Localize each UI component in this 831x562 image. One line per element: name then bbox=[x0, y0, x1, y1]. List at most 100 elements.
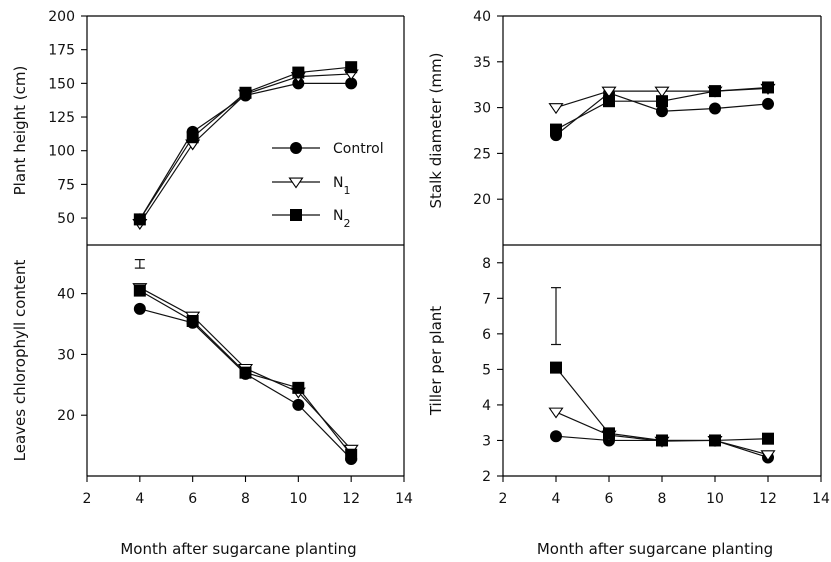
marker-triangle bbox=[601, 86, 617, 98]
marker-square bbox=[290, 209, 302, 221]
marker-triangle bbox=[548, 103, 564, 115]
y-tick-label: 7 bbox=[482, 291, 491, 307]
y-tick-label: 2 bbox=[482, 469, 491, 485]
x-tick-label: 2 bbox=[83, 491, 92, 507]
marker-circle bbox=[133, 302, 146, 315]
x-tick-label: 12 bbox=[759, 491, 777, 507]
x-tick-label: 4 bbox=[135, 491, 144, 507]
marker-square bbox=[133, 213, 146, 226]
series-line bbox=[139, 308, 352, 460]
series-line bbox=[555, 367, 769, 442]
series-line bbox=[555, 411, 769, 456]
legend-label: N1 bbox=[333, 175, 350, 197]
x-tick-label: 10 bbox=[706, 491, 724, 507]
y-tick-label: 20 bbox=[57, 408, 75, 424]
y-tick-label: 30 bbox=[473, 101, 491, 117]
marker-square bbox=[345, 448, 358, 461]
marker-square bbox=[239, 86, 252, 99]
marker-square bbox=[656, 95, 668, 108]
y-tick-label: 6 bbox=[482, 327, 491, 343]
legend-entry: N2 bbox=[272, 208, 350, 230]
y-tick-label: 5 bbox=[482, 362, 491, 378]
marker-circle bbox=[292, 398, 305, 411]
marker-square bbox=[292, 66, 305, 79]
marker-triangle bbox=[654, 86, 670, 98]
x-tick-label: 2 bbox=[499, 491, 508, 507]
chart-panel-bottom-left: 20 30 40 2 4 6 8 10 12 14 Leaves chlorophyll conte… bbox=[11, 245, 413, 558]
marker-square bbox=[345, 61, 358, 74]
marker-triangle bbox=[760, 450, 776, 462]
x-tick-label: 4 bbox=[552, 491, 561, 507]
x-tick-label: 14 bbox=[395, 491, 413, 507]
x-tick-label: 8 bbox=[658, 491, 667, 507]
legend-entry: Control bbox=[272, 141, 384, 157]
y-axis-label: Leaves chlorophyll content bbox=[11, 260, 29, 462]
error-bar bbox=[134, 258, 145, 269]
y-axis-label: Plant height (cm) bbox=[11, 66, 29, 196]
x-tick-label: 6 bbox=[188, 491, 197, 507]
marker-square bbox=[656, 434, 668, 447]
series-n2 bbox=[550, 361, 774, 447]
y-axis-label: Stalk diameter (mm) bbox=[427, 53, 445, 209]
y-tick-label: 20 bbox=[473, 192, 491, 208]
chart-panel-top-right: 20 25 30 35 40 Stalk diameter (mm) bbox=[427, 9, 822, 246]
y-tick-label: 8 bbox=[482, 256, 491, 272]
marker-square bbox=[709, 85, 721, 98]
y-tick-label: 40 bbox=[473, 9, 491, 25]
marker-square bbox=[239, 366, 252, 379]
y-tick-label: 50 bbox=[57, 211, 75, 227]
x-tick-label: 6 bbox=[605, 491, 614, 507]
y-tick-label: 30 bbox=[57, 347, 75, 363]
marker-square bbox=[133, 284, 146, 297]
chart-panel-bottom-right: 2 3 4 5 6 7 8 2 4 6 8 10 12 14 Tiller per plant Month a… bbox=[427, 245, 830, 558]
series-n2 bbox=[133, 61, 358, 226]
legend-label: Control bbox=[333, 141, 384, 157]
y-tick-label: 100 bbox=[48, 144, 75, 160]
marker-square bbox=[603, 427, 615, 440]
marker-square bbox=[550, 123, 562, 136]
marker-triangle bbox=[548, 407, 564, 419]
marker-circle bbox=[709, 102, 721, 115]
x-tick-label: 8 bbox=[241, 491, 250, 507]
x-axis-label: Month after sugarcane planting bbox=[537, 540, 773, 558]
marker-square bbox=[603, 95, 615, 108]
y-tick-label: 175 bbox=[48, 43, 75, 59]
marker-square bbox=[762, 432, 774, 445]
marker-circle bbox=[290, 142, 302, 154]
x-axis-label: Month after sugarcane planting bbox=[120, 540, 356, 558]
y-tick-label: 75 bbox=[57, 177, 75, 193]
y-tick-label: 150 bbox=[48, 76, 75, 92]
y-tick-label: 40 bbox=[57, 287, 75, 303]
legend-label-subscript: 2 bbox=[343, 217, 350, 230]
marker-circle bbox=[762, 97, 774, 110]
marker-square bbox=[186, 131, 199, 144]
series-n1 bbox=[548, 407, 776, 462]
x-tick-label: 12 bbox=[342, 491, 360, 507]
error-bar bbox=[551, 287, 561, 346]
marker-circle bbox=[550, 430, 562, 443]
y-tick-label: 4 bbox=[482, 398, 491, 414]
x-tick-label: 10 bbox=[289, 491, 307, 507]
chart-panel-top-left: 50 75 100 125 150 175 200 Plant height (cm) Cont… bbox=[11, 9, 405, 246]
x-tick-label: 14 bbox=[812, 491, 830, 507]
legend-entry: N1 bbox=[272, 175, 350, 197]
marker-square bbox=[550, 361, 562, 374]
legend-label-subscript: 1 bbox=[343, 184, 350, 197]
marker-square bbox=[186, 314, 199, 327]
series-n2 bbox=[133, 284, 358, 461]
y-axis-label: Tiller per plant bbox=[427, 306, 445, 416]
marker-triangle bbox=[288, 177, 304, 189]
y-tick-label: 125 bbox=[48, 110, 75, 126]
y-tick-label: 25 bbox=[473, 146, 491, 162]
legend: Control N1 N2 bbox=[272, 141, 384, 230]
legend-label: N2 bbox=[333, 208, 350, 230]
marker-square bbox=[709, 434, 721, 447]
series-n2 bbox=[550, 81, 774, 136]
series-line bbox=[139, 82, 352, 220]
marker-square bbox=[762, 81, 774, 94]
y-tick-label: 3 bbox=[482, 433, 491, 449]
marker-circle bbox=[656, 105, 668, 118]
marker-square bbox=[292, 381, 305, 394]
series-control bbox=[133, 302, 358, 465]
